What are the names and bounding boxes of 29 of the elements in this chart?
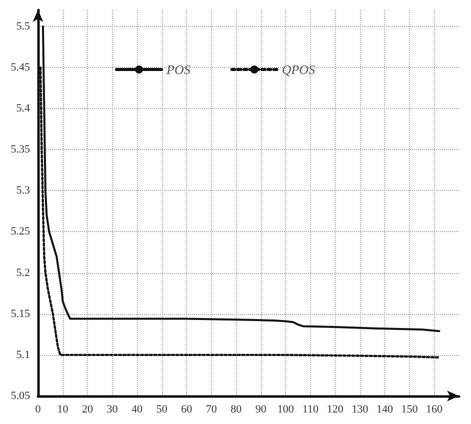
x-tick-label: 160 xyxy=(426,404,443,416)
x-tick-label: 40 xyxy=(132,404,144,416)
y-tick-label: 5.45 xyxy=(10,61,30,74)
y-tick-label: 5.5 xyxy=(16,20,30,32)
y-tick-label: 5.4 xyxy=(16,102,30,115)
x-tick-label: 50 xyxy=(156,404,168,416)
y-tick-label: 5.3 xyxy=(16,184,30,197)
x-tick-label: 100 xyxy=(277,404,294,416)
x-tick-label: 0 xyxy=(35,404,42,416)
x-tick-label: 20 xyxy=(82,404,94,416)
x-tick-label: 30 xyxy=(106,404,118,416)
x-tick-label: 80 xyxy=(230,404,242,416)
x-tick-label: 130 xyxy=(352,404,369,416)
y-tick-label: 5.2 xyxy=(16,266,30,279)
y-tick-label: 5.1 xyxy=(16,348,30,361)
y-tick-label: 5.25 xyxy=(10,226,30,238)
x-tick-label: 60 xyxy=(181,404,193,416)
legend-label: QPOS xyxy=(282,62,316,77)
x-tick-label: 140 xyxy=(376,404,394,416)
y-tick-label: 5.05 xyxy=(10,390,30,402)
y-tick-label: 5.15 xyxy=(10,308,30,320)
x-tick-label: 10 xyxy=(57,404,69,416)
x-tick-label: 150 xyxy=(401,404,418,416)
x-tick-label: 90 xyxy=(255,404,267,416)
y-tick-label: 5.35 xyxy=(10,144,30,156)
x-tick-label: 110 xyxy=(302,404,319,416)
x-tick-label: 70 xyxy=(206,404,218,416)
legend-label: POS xyxy=(166,62,191,77)
x-tick-label: 120 xyxy=(326,404,344,416)
